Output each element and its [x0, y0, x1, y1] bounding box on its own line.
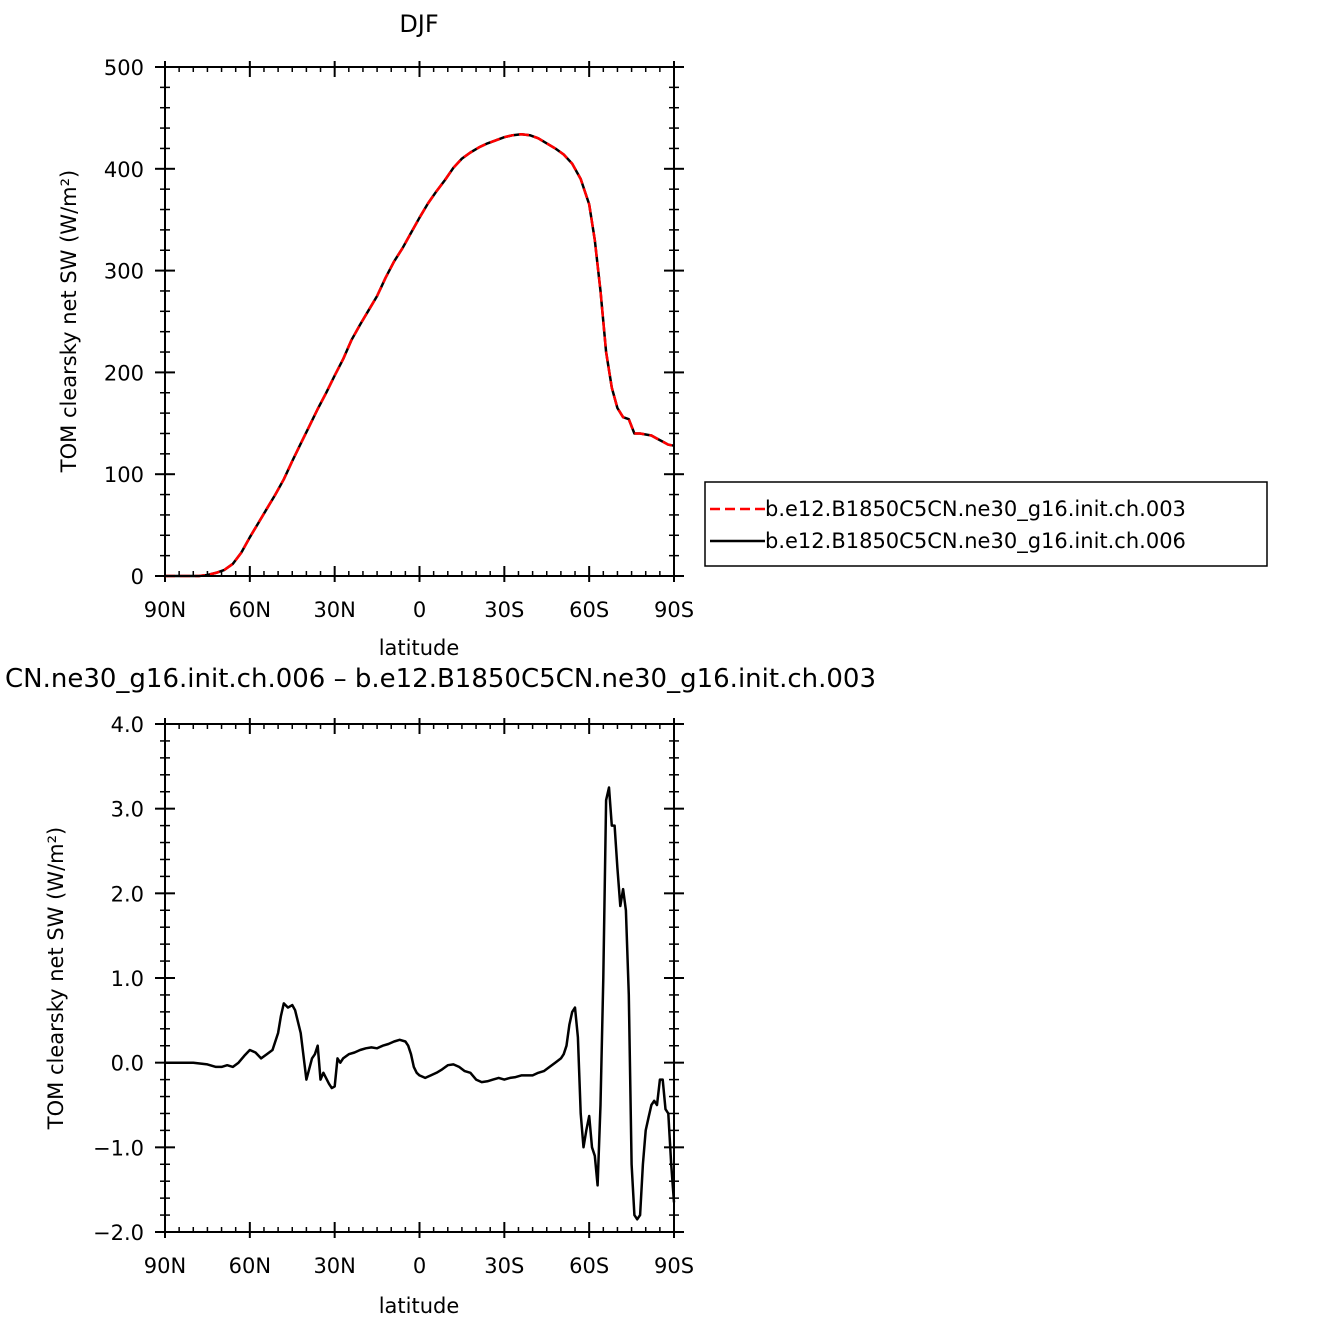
top-chart-x-tick-label: 0 [413, 598, 426, 622]
top-chart-y-tick-label: 400 [104, 158, 144, 182]
bottom-chart-y-tick-label: 3.0 [111, 798, 144, 822]
legend-box [704, 481, 1268, 567]
top-chart: DJF latitude TOM clearsky net SW (W/m²) … [57, 10, 694, 660]
top-chart-series-line-b-e12-b1850c5cn-ne30-g16-init-ch-006 [165, 132, 675, 578]
top-chart-x-tick-label: 30S [484, 598, 524, 622]
top-chart-y-tick-label: 500 [104, 56, 144, 80]
bottom-chart-y-tick-label: −2.0 [93, 1221, 144, 1245]
top-chart-y-tick-label: 100 [104, 463, 144, 487]
bottom-chart-x-tick-label: 30S [484, 1254, 524, 1278]
top-chart-x-tick-label: 60S [569, 598, 609, 622]
bottom-chart-y-tick-label: 4.0 [111, 713, 144, 737]
top-chart-series-line-b-e12-b1850c5cn-ne30-g16-init-ch-003 [165, 132, 675, 578]
bottom-chart-x-tick-label: 90N [144, 1254, 186, 1278]
top-chart-x-tick-label: 90N [144, 598, 186, 622]
top-chart-ticks: 90N 60N 30N 0 30S 60S 90S 0 100 200 300 400 500 [104, 56, 694, 622]
top-chart-lines [165, 132, 675, 578]
bottom-chart-x-axis-label: latitude [379, 1294, 460, 1318]
bottom-chart-lines [165, 786, 676, 1221]
bottom-chart-y-tick-label: 0.0 [111, 1052, 144, 1076]
top-chart-y-tick-label: 300 [104, 260, 144, 284]
bottom-chart: CN.ne30_g16.init.ch.006 – b.e12.B1850C5C… [5, 664, 876, 1318]
bottom-chart-plot-frame [164, 723, 675, 1233]
bottom-chart-y-tick-label: −1.0 [93, 1136, 144, 1160]
top-chart-x-tick-label: 90S [654, 598, 694, 622]
bottom-chart-title: CN.ne30_g16.init.ch.006 – b.e12.B1850C5C… [5, 664, 876, 694]
bottom-chart-y-axis-label: TOM clearsky net SW (W/m²) [44, 827, 68, 1130]
top-chart-x-axis-label: latitude [379, 636, 460, 660]
bottom-chart-x-tick-label: 90S [654, 1254, 694, 1278]
legend: b.e12.B1850C5CN.ne30_g16.init.ch.003 b.e… [704, 481, 1268, 567]
top-chart-y-tick-label: 200 [104, 361, 144, 385]
legend-label-ch006: b.e12.B1850C5CN.ne30_g16.init.ch.006 [765, 529, 1186, 554]
legend-label-ch003: b.e12.B1850C5CN.ne30_g16.init.ch.003 [765, 497, 1186, 522]
top-chart-plot-frame [164, 66, 675, 577]
bottom-chart-y-tick-label: 2.0 [111, 882, 144, 906]
bottom-chart-x-tick-label: 0 [413, 1254, 426, 1278]
bottom-chart-x-tick-label: 30N [313, 1254, 355, 1278]
bottom-chart-y-tick-label: 1.0 [111, 967, 144, 991]
top-chart-y-tick-label: 0 [131, 565, 144, 589]
top-chart-y-axis-label: TOM clearsky net SW (W/m²) [57, 170, 81, 473]
bottom-chart-x-tick-label: 60N [229, 1254, 271, 1278]
top-chart-x-tick-label: 30N [313, 598, 355, 622]
top-chart-title: DJF [399, 10, 438, 38]
top-chart-x-tick-label: 60N [229, 598, 271, 622]
bottom-chart-x-tick-label: 60S [569, 1254, 609, 1278]
bottom-chart-series-line [165, 786, 676, 1221]
